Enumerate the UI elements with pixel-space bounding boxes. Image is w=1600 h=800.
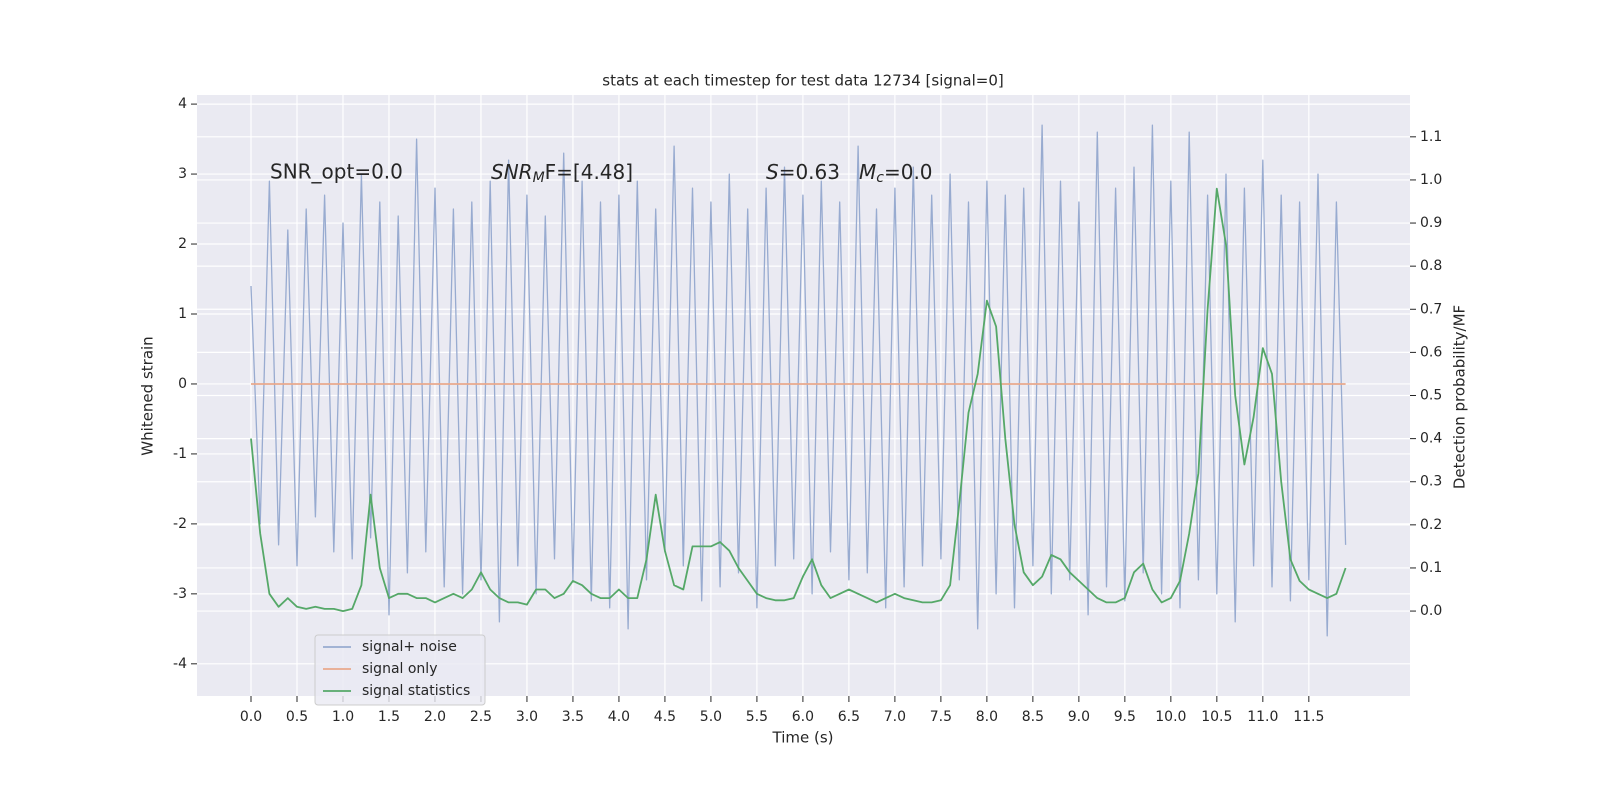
y-axis-label: Whitened strain: [139, 336, 157, 455]
x-tick-label: 7.0: [884, 709, 906, 725]
y-tick-label: -2: [173, 516, 187, 532]
annotation-part: S: [766, 160, 779, 184]
y2-tick-label: 0.1: [1420, 560, 1442, 576]
y-tick-label: 1: [178, 306, 187, 322]
legend-label: signal statistics: [362, 683, 470, 699]
marks: [250, 124, 1347, 637]
x-tick-label: 4.5: [654, 709, 676, 725]
x-tick-label: 11.0: [1247, 709, 1278, 725]
x-tick-label: 0.5: [286, 709, 308, 725]
annotation-part: =0.63: [779, 160, 840, 184]
x-tick-label: 3.0: [516, 709, 538, 725]
annotation-part: M: [859, 160, 876, 184]
x-tick-label: 7.5: [930, 709, 952, 725]
x-tick-label: 6.0: [792, 709, 814, 725]
annotation: Mc=0.0: [859, 160, 933, 187]
annotation-part: SNR: [491, 160, 533, 184]
y2-tick-label: 0.9: [1420, 215, 1442, 231]
x-axis-label: Time (s): [772, 729, 834, 747]
x-tick-label: 11.5: [1293, 709, 1324, 725]
legend: signal+ noise signal only signal statistic…: [314, 634, 486, 706]
y-tick-label: -4: [173, 656, 187, 672]
x-tick-label: 6.5: [838, 709, 860, 725]
y-tick-label: 4: [178, 96, 187, 112]
y2-tick-label: 0.5: [1420, 388, 1442, 404]
annotation: SNRMF=[4.48]: [491, 160, 633, 187]
x-tick-label: 1.0: [332, 709, 354, 725]
legend-box: [314, 634, 486, 706]
y-tick-label: -3: [173, 586, 187, 602]
y-tick-label: -1: [173, 446, 187, 462]
x-tick-label: 2.0: [424, 709, 446, 725]
series-line: [250, 187, 1347, 612]
y2-tick-label: 0.3: [1420, 474, 1442, 490]
annotation-part: c: [876, 170, 884, 186]
x-tick-label: 10.0: [1155, 709, 1186, 725]
series-line: [250, 124, 1347, 637]
y2-tick-label: 0.7: [1420, 301, 1442, 317]
chart-title: stats at each timestep for test data 127…: [602, 72, 1003, 90]
annotation-part: M: [533, 170, 545, 186]
x-tick-label: 10.5: [1201, 709, 1232, 725]
y-tick-label: 0: [178, 376, 187, 392]
y2-tick-label: 1.1: [1420, 129, 1442, 145]
x-tick-label: 3.5: [562, 709, 584, 725]
x-tick-label: 0.0: [240, 709, 262, 725]
y2-tick-label: 0.4: [1420, 431, 1442, 447]
annotation: SNR_opt=0.0: [270, 160, 403, 184]
x-tick-label: 1.5: [378, 709, 400, 725]
y2-tick-label: 0.6: [1420, 344, 1442, 360]
y2-tick-label: 0.0: [1420, 603, 1442, 619]
annotation-part: =0.0: [884, 160, 933, 184]
annotation-part: F=[4.48]: [545, 160, 633, 184]
y2-axis-label: Detection probability/MF: [1451, 305, 1469, 489]
y2-tick-label: 1.0: [1420, 172, 1442, 188]
annotation: S=0.63: [766, 160, 840, 184]
x-tick-label: 8.5: [1022, 709, 1044, 725]
x-tick-label: 9.5: [1114, 709, 1136, 725]
y2-tick-label: 0.8: [1420, 258, 1442, 274]
legend-label: signal only: [362, 661, 437, 677]
x-tick-label: 5.5: [746, 709, 768, 725]
x-tick-label: 5.0: [700, 709, 722, 725]
x-tick-label: 9.0: [1068, 709, 1090, 725]
x-tick-label: 8.0: [976, 709, 998, 725]
legend-label: signal+ noise: [362, 639, 457, 655]
y-tick-label: 2: [178, 236, 187, 252]
x-tick-label: 2.5: [470, 709, 492, 725]
y2-tick-label: 0.2: [1420, 517, 1442, 533]
y-tick-label: 3: [178, 166, 187, 182]
x-tick-label: 4.0: [608, 709, 630, 725]
